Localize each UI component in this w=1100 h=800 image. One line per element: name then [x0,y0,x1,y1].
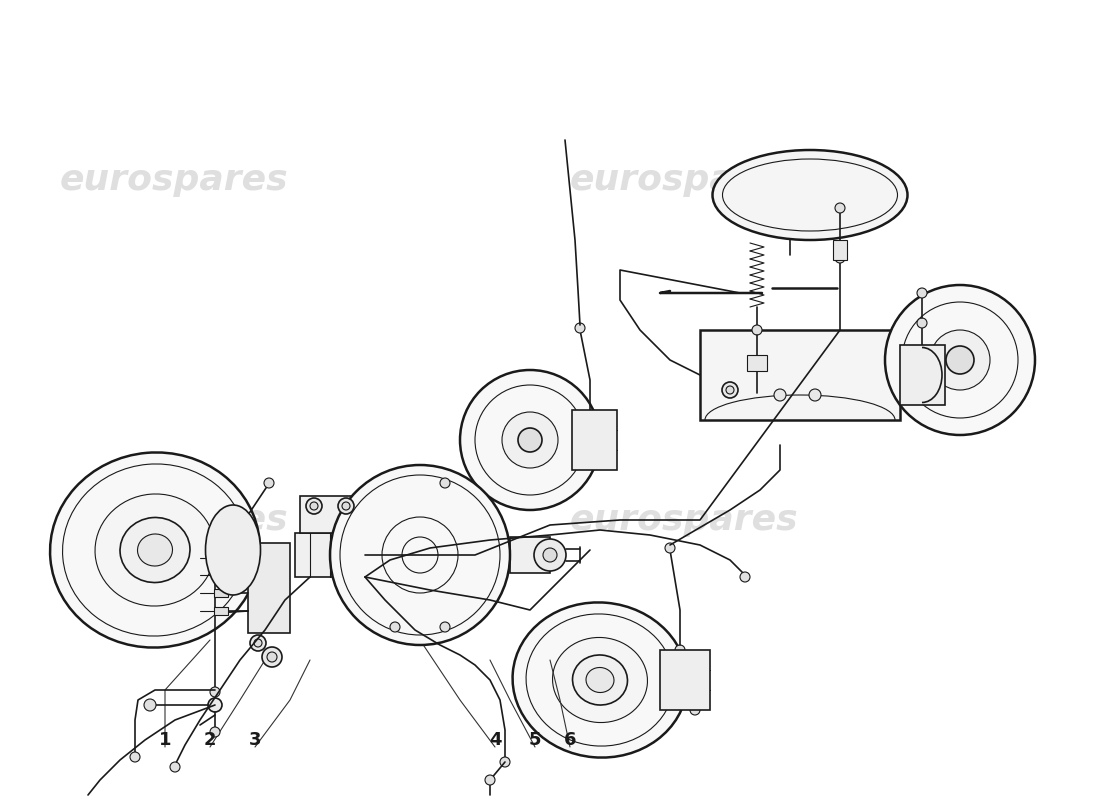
Ellipse shape [138,534,173,566]
Circle shape [726,386,734,394]
Circle shape [722,382,738,398]
Circle shape [543,548,557,562]
Circle shape [144,699,156,711]
Circle shape [752,358,762,368]
Circle shape [752,325,762,335]
Text: eurospares: eurospares [60,503,288,537]
Circle shape [254,639,262,647]
Ellipse shape [51,453,260,647]
Ellipse shape [206,505,261,595]
Ellipse shape [513,602,688,758]
Circle shape [390,622,400,632]
Ellipse shape [572,655,627,705]
Circle shape [575,323,585,333]
Circle shape [264,478,274,488]
Circle shape [310,502,318,510]
Circle shape [262,647,282,667]
Circle shape [946,346,974,374]
Circle shape [208,698,222,712]
Circle shape [808,389,821,401]
Text: 5: 5 [529,731,541,749]
Bar [214,571,228,579]
Text: eurospares: eurospares [60,163,288,197]
Bar [214,607,228,615]
Bar [747,355,767,371]
Circle shape [534,539,566,571]
Circle shape [518,428,542,452]
Circle shape [740,572,750,582]
Circle shape [130,752,140,762]
Circle shape [440,622,450,632]
Circle shape [500,757,510,767]
Circle shape [460,370,600,510]
Bar [214,589,228,597]
Circle shape [440,478,450,488]
Bar [295,533,365,577]
Circle shape [502,412,558,468]
Circle shape [330,465,510,645]
Circle shape [666,543,675,553]
Circle shape [342,502,350,510]
Text: 4: 4 [488,731,502,749]
Circle shape [835,253,845,263]
Ellipse shape [713,150,908,240]
Circle shape [306,498,322,514]
Circle shape [210,727,220,737]
Circle shape [210,687,220,697]
Bar [700,330,900,420]
Circle shape [930,330,990,390]
Circle shape [917,318,927,328]
Text: 3: 3 [249,731,262,749]
Text: 1: 1 [158,731,172,749]
Bar [248,543,290,633]
Text: eurospares: eurospares [570,163,799,197]
Ellipse shape [120,518,190,582]
Circle shape [675,645,685,655]
Circle shape [267,652,277,662]
Circle shape [170,762,180,772]
Bar [660,650,710,710]
Text: 6: 6 [563,731,576,749]
Bar [572,410,617,470]
Ellipse shape [586,667,614,693]
Bar [900,345,945,405]
Circle shape [690,705,700,715]
Bar [214,554,228,562]
Ellipse shape [95,494,214,606]
Circle shape [250,635,266,651]
Circle shape [485,775,495,785]
Text: eurospares: eurospares [570,503,799,537]
Circle shape [774,389,786,401]
Circle shape [338,498,354,514]
Ellipse shape [552,638,648,722]
Bar [833,240,847,260]
Bar [300,496,360,533]
Circle shape [835,203,845,213]
Circle shape [886,285,1035,435]
Bar [510,537,550,573]
Text: 2: 2 [204,731,217,749]
Circle shape [917,288,927,298]
